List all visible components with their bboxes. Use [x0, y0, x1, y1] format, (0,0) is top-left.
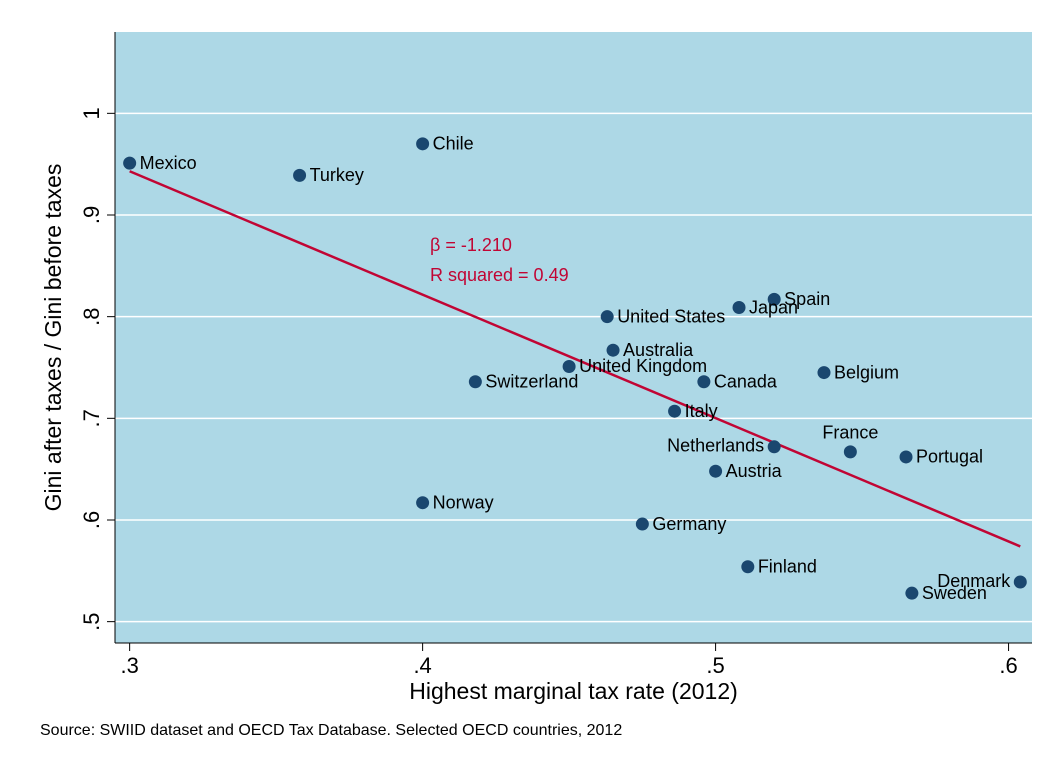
point-label: Turkey — [310, 165, 364, 185]
y-tick-label: .7 — [79, 409, 104, 427]
point-label: Mexico — [140, 153, 197, 173]
point-label: Finland — [758, 557, 817, 577]
point-label: United States — [617, 306, 725, 326]
point — [741, 560, 755, 574]
x-tick-label: .5 — [706, 653, 724, 678]
point — [767, 440, 781, 454]
x-tick-label: .6 — [999, 653, 1017, 678]
point-label: Italy — [685, 401, 718, 421]
point-label: Canada — [714, 371, 778, 391]
point — [905, 586, 919, 600]
y-tick-label: .9 — [79, 206, 104, 224]
y-tick-label: .5 — [79, 612, 104, 630]
annotation: R squared = 0.49 — [430, 265, 569, 285]
point — [635, 517, 649, 531]
point-label: Japan — [749, 297, 798, 317]
point-label: Netherlands — [667, 436, 764, 456]
x-axis-title: Highest marginal tax rate (2012) — [409, 678, 738, 704]
point — [416, 137, 430, 151]
point — [668, 404, 682, 418]
point-label: Germany — [652, 514, 726, 534]
x-tick-label: .3 — [120, 653, 138, 678]
point-label: Australia — [623, 340, 694, 360]
point — [468, 375, 482, 389]
point — [562, 359, 576, 373]
y-axis-title: Gini after taxes / Gini before taxes — [40, 164, 66, 512]
point — [1013, 575, 1027, 589]
point — [899, 450, 913, 464]
point — [767, 292, 781, 306]
point-label: Chile — [433, 134, 474, 154]
point-label: Belgium — [834, 362, 899, 382]
point — [709, 464, 723, 478]
point-label: Denmark — [937, 571, 1011, 591]
point-label: France — [822, 423, 878, 443]
point — [843, 445, 857, 459]
point — [123, 156, 137, 170]
y-tick-label: .6 — [79, 511, 104, 529]
point-label: Switzerland — [485, 371, 578, 391]
y-tick-label: .8 — [79, 307, 104, 325]
note: Source: SWIID dataset and OECD Tax Datab… — [40, 722, 622, 739]
point — [416, 496, 430, 510]
point-label: United Kingdom — [579, 356, 707, 376]
point-label: Norway — [433, 492, 494, 512]
point — [817, 366, 831, 380]
plot-area — [115, 32, 1032, 643]
point — [600, 310, 614, 324]
point — [697, 375, 711, 389]
fit-line — [129, 170, 1021, 548]
point-label: Austria — [726, 461, 783, 481]
point — [606, 343, 620, 357]
y-tick-label: 1 — [79, 107, 104, 119]
point-label: Portugal — [916, 447, 983, 467]
point — [732, 301, 746, 315]
point-label: Sweden — [922, 583, 987, 603]
x-tick-label: .4 — [413, 653, 431, 678]
annotation: β = -1.210 — [430, 235, 512, 255]
point — [293, 168, 307, 182]
point-label: Spain — [784, 289, 830, 309]
